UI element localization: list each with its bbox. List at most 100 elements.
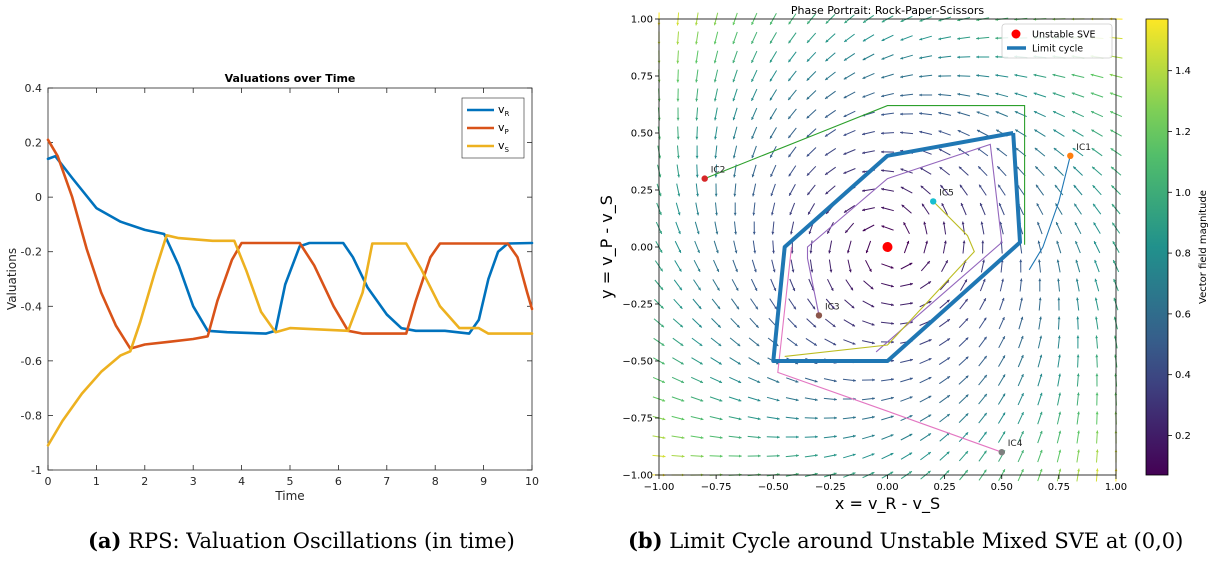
- field-arrow-head: [680, 343, 684, 346]
- field-arrow-head: [881, 131, 884, 135]
- field-arrow-head: [965, 470, 968, 473]
- field-arrow-head: [982, 259, 985, 263]
- field-arrow-head: [871, 322, 875, 326]
- field-arrow-head: [695, 136, 699, 140]
- field-arrow-head: [770, 21, 773, 25]
- field-arrow-head: [832, 324, 836, 327]
- chart-b-ytick-label: −1.00: [622, 471, 653, 482]
- chart-b-ytick-label: 0.25: [631, 186, 653, 197]
- field-arrow-head: [957, 111, 961, 115]
- chart-a-legend: vR vP vS: [461, 97, 525, 159]
- field-arrow-head: [1039, 373, 1043, 377]
- chart-b-ytick-label: −0.50: [622, 357, 653, 368]
- field-arrow-head: [1058, 354, 1061, 358]
- chart-b-ytick-label: −0.25: [622, 300, 653, 311]
- field-arrow-head: [825, 115, 828, 118]
- chart-a-ytick-label: -0.4: [21, 300, 42, 313]
- field-arrow-head: [769, 78, 773, 82]
- field-arrow-head: [681, 398, 685, 402]
- field-arrow-head: [699, 361, 703, 365]
- field-arrow-head: [771, 212, 774, 216]
- field-arrow-head: [791, 269, 795, 273]
- field-arrow-head: [806, 172, 810, 176]
- field-arrow-head: [1091, 129, 1095, 133]
- field-arrow-head: [700, 436, 704, 439]
- field-arrow-head: [752, 231, 756, 235]
- field-arrow-head: [1090, 92, 1094, 96]
- field-arrow-head: [1090, 73, 1094, 77]
- field-arrow-head: [946, 470, 950, 474]
- field-arrow-head: [1021, 412, 1024, 416]
- field-arrow-head: [909, 452, 913, 456]
- field-arrow-head: [1057, 335, 1061, 339]
- field-arrow-head: [815, 416, 818, 420]
- chart-a-ylabel: Valuations: [5, 248, 19, 310]
- field-arrow-head: [789, 212, 793, 216]
- field-arrow-head: [910, 302, 913, 305]
- field-arrow-head: [788, 154, 792, 158]
- field-arrow-head: [732, 155, 736, 159]
- field-arrow-head: [1057, 316, 1061, 320]
- field-arrow-head: [983, 469, 987, 473]
- field-arrow-head: [940, 185, 944, 188]
- figure: 0 1 2 3 4 5 6 7 8 9 10 -1 -0.8 -0.6 -0.4 -0.2 0 0.2 0.4 Val…: [5, 4, 1209, 514]
- field-arrow-head: [909, 262, 913, 266]
- field-arrow-head: [1095, 411, 1099, 415]
- field-arrow-head: [900, 168, 904, 172]
- colorbar-tick-label: 0.8: [1175, 249, 1191, 260]
- field-arrow-head: [737, 343, 741, 347]
- field-arrow-head: [919, 93, 922, 97]
- field-arrow-head: [1039, 335, 1043, 339]
- field-arrow-head: [777, 454, 780, 458]
- field-arrow-head: [862, 228, 866, 232]
- field-arrow-head: [1038, 278, 1042, 282]
- field-arrow-head: [957, 130, 961, 133]
- field-arrow-head: [869, 268, 872, 272]
- field-arrow-head: [909, 433, 913, 437]
- field-arrow-head: [1055, 203, 1059, 207]
- field-arrow-head: [662, 454, 666, 458]
- field-arrow-head: [983, 450, 987, 454]
- field-arrow-head: [1071, 73, 1075, 77]
- field-arrow-head: [677, 174, 680, 178]
- ic-marker-IC1: [1067, 152, 1074, 159]
- field-arrow-head: [1076, 392, 1080, 396]
- field-arrow-head: [814, 398, 818, 402]
- field-arrow-head: [719, 417, 723, 421]
- field-arrow-head: [1039, 468, 1043, 472]
- field-arrow-head: [732, 117, 736, 121]
- trajectory-IC3: [806, 143, 1003, 353]
- field-arrow-head: [713, 60, 717, 64]
- field-arrow-head: [1058, 468, 1062, 472]
- field-arrow-head: [1095, 468, 1099, 472]
- field-arrow-head: [788, 116, 791, 120]
- field-arrow-head: [1033, 111, 1037, 114]
- caption-a: (a) RPS: Valuation Oscillations (in time…: [88, 528, 515, 553]
- field-arrow-head: [795, 380, 799, 383]
- field-arrow-head: [976, 92, 980, 96]
- field-arrow-head: [923, 221, 927, 225]
- field-arrow-head: [890, 434, 894, 437]
- field-arrow-head: [661, 324, 664, 328]
- field-arrow-head: [1002, 412, 1006, 416]
- field-arrow-head: [1075, 241, 1078, 244]
- field-arrow-head: [757, 380, 761, 383]
- field-arrow-head: [872, 378, 875, 382]
- chart-b-title: Phase Portrait: Rock-Paper-Scissors: [791, 4, 984, 17]
- field-arrow-head: [773, 288, 777, 291]
- field-arrow-head: [795, 398, 799, 402]
- field-arrow-head: [946, 451, 950, 455]
- field-arrow-head: [995, 55, 998, 59]
- field-arrow-head: [662, 398, 666, 402]
- chart-a-xtick-label: 3: [190, 475, 197, 488]
- field-arrow-head: [751, 59, 754, 63]
- field-arrow-head: [1073, 185, 1077, 188]
- field-arrow-head: [714, 155, 718, 159]
- field-arrow-head: [699, 343, 703, 346]
- field-arrow-head: [979, 184, 982, 188]
- field-arrow-head: [1113, 260, 1116, 264]
- field-arrow-head: [881, 57, 885, 60]
- field-arrow-head: [1092, 166, 1095, 170]
- field-arrow-head: [738, 417, 742, 421]
- field-arrow-head: [771, 231, 775, 235]
